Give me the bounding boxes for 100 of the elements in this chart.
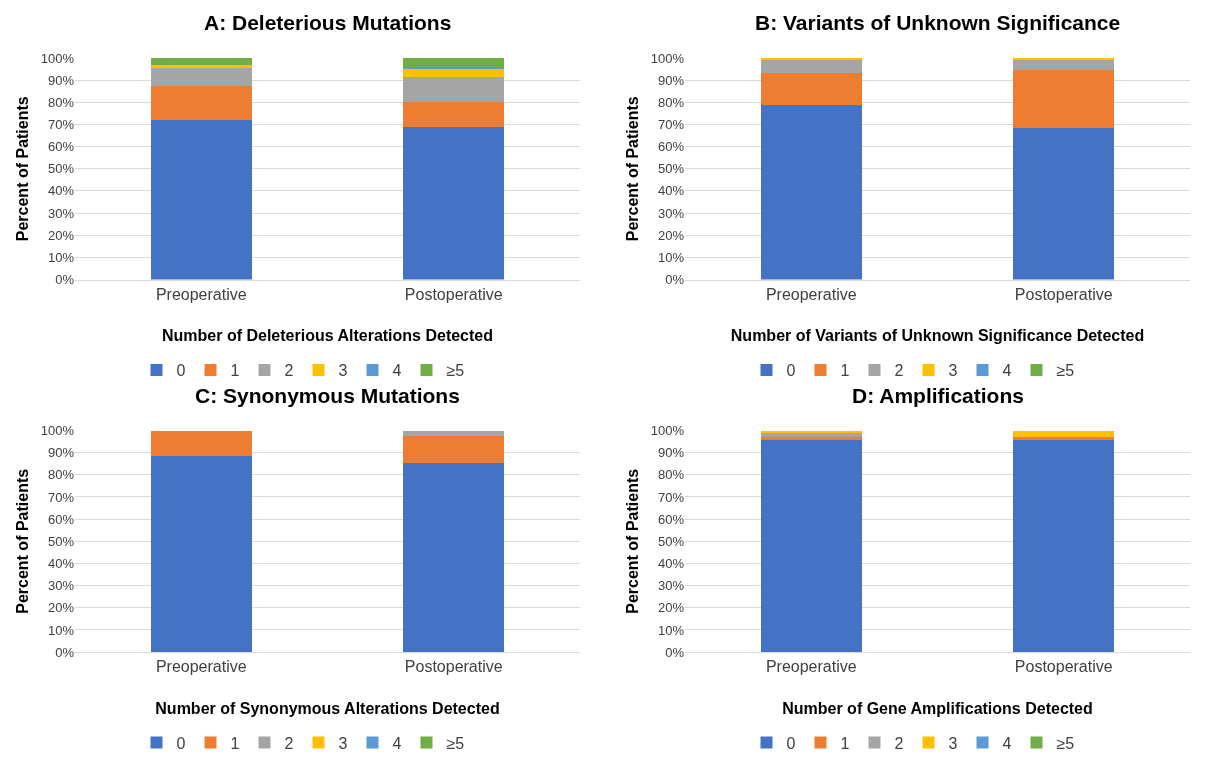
y-tick-label: 10% (657, 622, 685, 638)
bar (760, 104, 862, 280)
y-tick-label: 10% (47, 249, 75, 265)
y-tick-label: 20% (657, 600, 685, 616)
y-tick-label: 70% (47, 117, 75, 132)
legend-label: ≥5 (1056, 734, 1075, 752)
legend-label: 0 (176, 734, 186, 752)
legend-label: 2 (284, 362, 294, 380)
y-tick-label: 60% (47, 511, 75, 527)
y-tick-label: 100% (40, 50, 75, 66)
legend-label: 2 (894, 362, 904, 380)
y-tick-label: 80% (47, 467, 75, 483)
legend-label: ≥5 (1056, 362, 1075, 380)
bar (1013, 440, 1115, 653)
bar (760, 437, 862, 441)
legend-label: 3 (948, 362, 958, 380)
bar (403, 462, 505, 653)
y-tick-label: 70% (657, 117, 685, 132)
y-axis-title: Percent of Patients (13, 468, 31, 614)
y-tick-label: 90% (657, 445, 685, 461)
bar (760, 57, 862, 61)
x-axis-title: Number of Synonymous Alterations Detected (155, 700, 500, 717)
legend-label: 2 (894, 734, 904, 752)
bar (1013, 60, 1115, 71)
y-tick-label: 60% (47, 139, 75, 155)
y-tick-label: 80% (657, 467, 685, 483)
legend-label: 4 (392, 734, 402, 752)
bar (403, 69, 505, 77)
y-tick-label: 40% (47, 556, 75, 572)
x-axis-title: Number of Gene Amplifications Detected (782, 700, 1093, 717)
bar (760, 440, 862, 653)
bar (403, 436, 505, 463)
bar (150, 64, 252, 68)
legend-label: 4 (1002, 734, 1012, 752)
bar (1013, 430, 1115, 438)
bar (150, 120, 252, 280)
y-tick-label: 50% (657, 533, 685, 549)
x-tick-label: Preoperative (155, 658, 247, 676)
y-tick-label: 60% (657, 139, 685, 155)
x-tick-label: Preoperative (765, 658, 857, 676)
legend-label: 0 (786, 734, 796, 752)
x-axis-title: Number of Variants of Unknown Significance Detected (730, 327, 1145, 345)
bar (403, 430, 505, 437)
bar (150, 456, 252, 653)
legend-label: 0 (176, 362, 186, 380)
legend-label: 1 (840, 362, 850, 380)
x-tick-label: Preoperative (155, 285, 247, 303)
legend-label: 3 (338, 734, 348, 752)
x-tick-label: Postoperative (404, 658, 503, 676)
bar (760, 430, 862, 433)
bar (760, 60, 862, 74)
y-tick-label: 50% (47, 161, 75, 177)
y-tick-label: 0% (665, 272, 685, 288)
bar (403, 126, 505, 280)
y-tick-label: 30% (657, 578, 685, 594)
bar (403, 76, 505, 103)
legend-label: ≥5 (446, 362, 465, 380)
y-tick-label: 70% (657, 489, 685, 505)
bar (1013, 70, 1115, 128)
y-tick-label: 70% (47, 489, 75, 505)
y-tick-label: 90% (47, 72, 75, 88)
y-tick-label: 50% (657, 161, 685, 177)
y-tick-label: 20% (47, 600, 75, 616)
y-tick-label: 0% (55, 272, 75, 288)
bar (403, 57, 505, 67)
y-axis-title: Percent of Patients (623, 468, 641, 614)
bar (1013, 437, 1115, 441)
bar (760, 73, 862, 105)
bar (1013, 57, 1115, 61)
x-tick-label: Postoperative (404, 285, 503, 303)
x-axis-title: Number of Deleterious Alterations Detected (161, 327, 494, 345)
legend-label: 4 (392, 362, 402, 380)
y-tick-label: 10% (657, 249, 685, 265)
y-axis-title: Percent of Patients (13, 96, 31, 242)
y-tick-label: 40% (657, 183, 685, 199)
y-tick-label: 60% (657, 511, 685, 527)
chart-title: D: Amplifications (852, 384, 1024, 407)
x-tick-label: Postoperative (1014, 658, 1113, 676)
x-tick-label: Preoperative (765, 285, 857, 303)
legend-label: 4 (1002, 362, 1012, 380)
bar (150, 85, 252, 121)
bar (760, 432, 862, 438)
legend-label: 3 (948, 734, 958, 752)
y-axis-title: Percent of Patients (623, 96, 641, 242)
x-tick-label: Postoperative (1014, 285, 1113, 303)
y-tick-label: 40% (657, 556, 685, 572)
y-tick-label: 10% (47, 622, 75, 638)
bar (150, 430, 252, 457)
bar (403, 66, 505, 70)
chart-title: C: Synonymous Mutations (195, 384, 460, 407)
y-tick-label: 40% (47, 183, 75, 199)
chart-title: B: Variants of Unknown Significance (755, 11, 1121, 34)
y-tick-label: 0% (665, 644, 685, 660)
legend-label: 2 (284, 734, 294, 752)
legend-label: 1 (840, 734, 850, 752)
y-tick-label: 50% (47, 533, 75, 549)
y-tick-label: 30% (657, 205, 685, 221)
y-tick-label: 20% (657, 227, 685, 243)
y-tick-label: 20% (47, 227, 75, 243)
legend-label: 1 (230, 734, 240, 752)
